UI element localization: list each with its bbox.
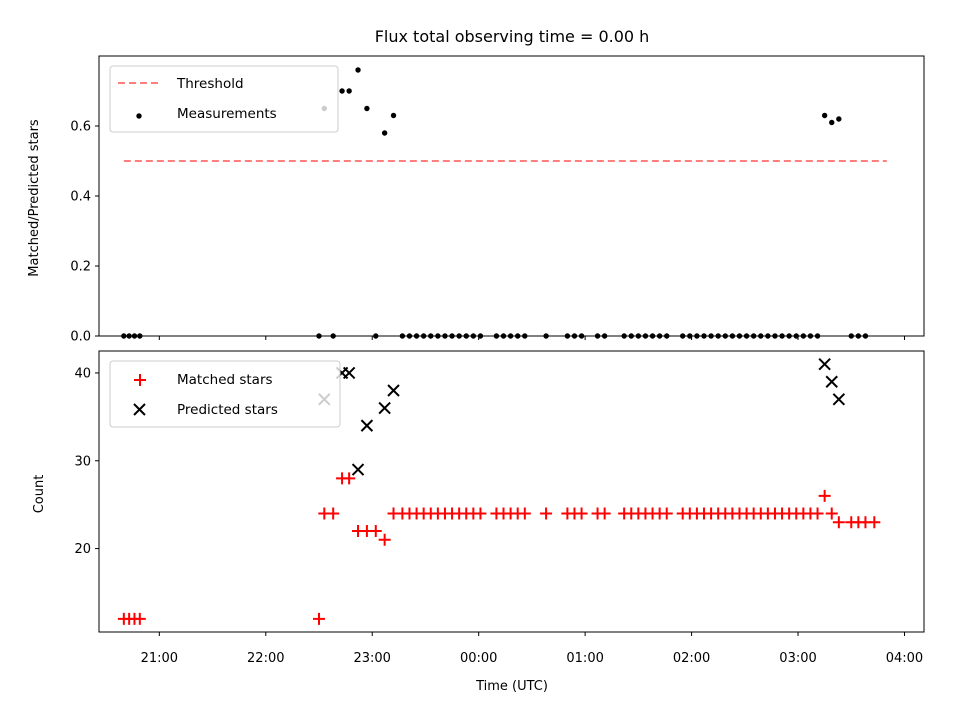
x-axis-label: Time (UTC): [475, 679, 548, 694]
ratio-axis-ticks: 0.0 0.2 0.4 0.6: [70, 120, 905, 345]
measurement-point: [821, 112, 828, 119]
y-tick-label: 0.0: [70, 330, 91, 345]
matched-stars-point: [660, 507, 673, 520]
measurement-point: [339, 88, 345, 94]
legend-predicted-label: Predicted stars: [177, 402, 278, 418]
matched-stars-point: [598, 507, 611, 520]
measurement-point: [355, 67, 361, 73]
count-plot-frame: [98, 350, 925, 633]
matched-stars-point: [313, 612, 325, 625]
matched-stars-point: [868, 516, 881, 529]
matched-stars-point: [343, 472, 356, 485]
predicted-stars-point: [378, 401, 391, 415]
ratio-legend: Threshold Measurements: [109, 65, 339, 133]
measurement-point: [346, 88, 352, 94]
y-tick-label: 0.2: [70, 260, 91, 275]
matched-stars-point: [474, 507, 487, 520]
count-legend: Matched stars Predicted stars: [109, 360, 341, 428]
x-tick-label: 02:00: [673, 651, 710, 666]
matched-stars-point: [378, 533, 391, 546]
predicted-stars-point: [825, 375, 838, 388]
y-tick-label: 30: [74, 454, 91, 469]
ratio-legend-box: [109, 65, 339, 133]
ratio-plot-frame: [98, 55, 925, 337]
count-panel: Count Time (UTC) 20 30 40 21:00 22:00 23:00 00…: [32, 350, 925, 694]
measurement-point: [836, 116, 842, 122]
measurement-point: [381, 130, 388, 136]
matched-stars-point: [540, 507, 553, 520]
x-tick-label: 22:00: [247, 651, 284, 666]
y-tick-label: 40: [74, 366, 91, 381]
matched-stars-point: [811, 507, 824, 520]
legend-predicted-swatch: [133, 403, 146, 416]
predicted-stars-point: [351, 463, 365, 476]
y-axis-label-ratio: Matched/Predicted stars: [27, 119, 42, 277]
measurement-point: [829, 119, 835, 126]
x-tick-label: 01:00: [566, 651, 603, 666]
legend-threshold-label: Threshold: [176, 76, 244, 92]
x-tick-label: 23:00: [353, 651, 390, 666]
x-tick-label: 21:00: [141, 651, 178, 666]
ratio-plot-marks: [121, 67, 887, 339]
predicted-stars-point: [342, 366, 356, 380]
chart-title: Flux total observing time = 0.00 h: [375, 27, 650, 46]
legend-matched-swatch: [134, 374, 146, 386]
y-tick-label: 0.4: [70, 190, 91, 205]
matched-stars-point: [832, 516, 845, 529]
matched-stars-point: [825, 507, 838, 520]
y-axis-label-count: Count: [32, 475, 47, 514]
ratio-panel: Flux total observing time = 0.00 h Match…: [27, 27, 925, 345]
count-legend-box: [109, 360, 341, 428]
matched-stars-point: [518, 507, 531, 520]
legend-measurements-swatch: [136, 113, 142, 119]
measurement-point: [390, 112, 397, 119]
predicted-stars-point: [360, 419, 374, 432]
predicted-stars-point: [818, 357, 831, 371]
x-tick-label: 04:00: [886, 651, 923, 666]
y-tick-label: 20: [74, 542, 91, 557]
legend-matched-label: Matched stars: [177, 372, 273, 388]
legend-measurements-label: Measurements: [177, 106, 277, 122]
matched-stars-point: [818, 489, 831, 502]
matched-stars-point: [575, 507, 588, 520]
y-tick-label: 0.6: [70, 120, 91, 135]
x-tick-label: 03:00: [779, 651, 816, 666]
count-plot-marks: [117, 357, 881, 625]
count-axis-ticks: 20 30 40 21:00 22:00 23:00 00:00 01:00 02:00 03:0…: [74, 366, 923, 666]
x-tick-label: 00:00: [460, 651, 497, 666]
matched-stars-point: [133, 612, 146, 625]
matched-stars-point: [369, 525, 382, 538]
measurement-point: [364, 105, 370, 112]
predicted-stars-point: [832, 393, 846, 406]
matched-stars-point: [327, 507, 340, 520]
predicted-stars-point: [387, 384, 400, 397]
